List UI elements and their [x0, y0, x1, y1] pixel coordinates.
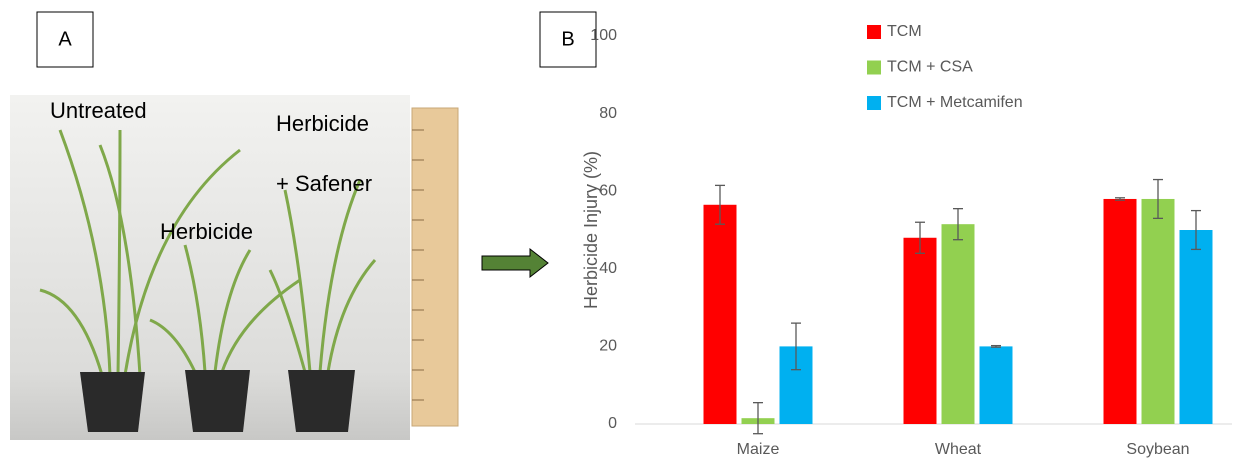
bar [1104, 199, 1137, 424]
y-tick-label: 80 [599, 105, 617, 122]
legend-label: TCM [887, 23, 922, 40]
bar [980, 346, 1013, 424]
legend-swatch [867, 61, 881, 75]
y-tick-label: 40 [599, 260, 617, 277]
y-tick-label: 60 [599, 182, 617, 199]
legend-swatch [867, 25, 881, 39]
photo-label: Herbicide [276, 111, 369, 136]
photo [10, 95, 458, 440]
bar [942, 224, 975, 424]
y-axis-title: Herbicide Injury (%) [581, 151, 601, 309]
x-tick-label: Soybean [1126, 441, 1189, 458]
arrow [482, 249, 548, 277]
panel-label: B [561, 28, 574, 50]
figure: A Untreated Herbicide Herbicide + Safene… [0, 0, 1234, 462]
legend-swatch [867, 96, 881, 110]
y-tick-label: 20 [599, 338, 617, 355]
photo-label: Herbicide [160, 219, 253, 244]
photo-label: + Safener [276, 171, 372, 196]
legend-label: TCM + CSA [887, 59, 973, 76]
panel-label: A [58, 28, 72, 50]
y-tick-label: 0 [608, 415, 617, 432]
bar [704, 205, 737, 424]
photo-label: Untreated [50, 98, 147, 123]
bar [904, 238, 937, 424]
legend-label: TCM + Metcamifen [887, 94, 1023, 111]
x-tick-label: Maize [737, 441, 780, 458]
x-tick-label: Wheat [935, 441, 982, 458]
bar [1142, 199, 1175, 424]
bar [1180, 230, 1213, 424]
y-tick-label: 100 [590, 27, 617, 44]
